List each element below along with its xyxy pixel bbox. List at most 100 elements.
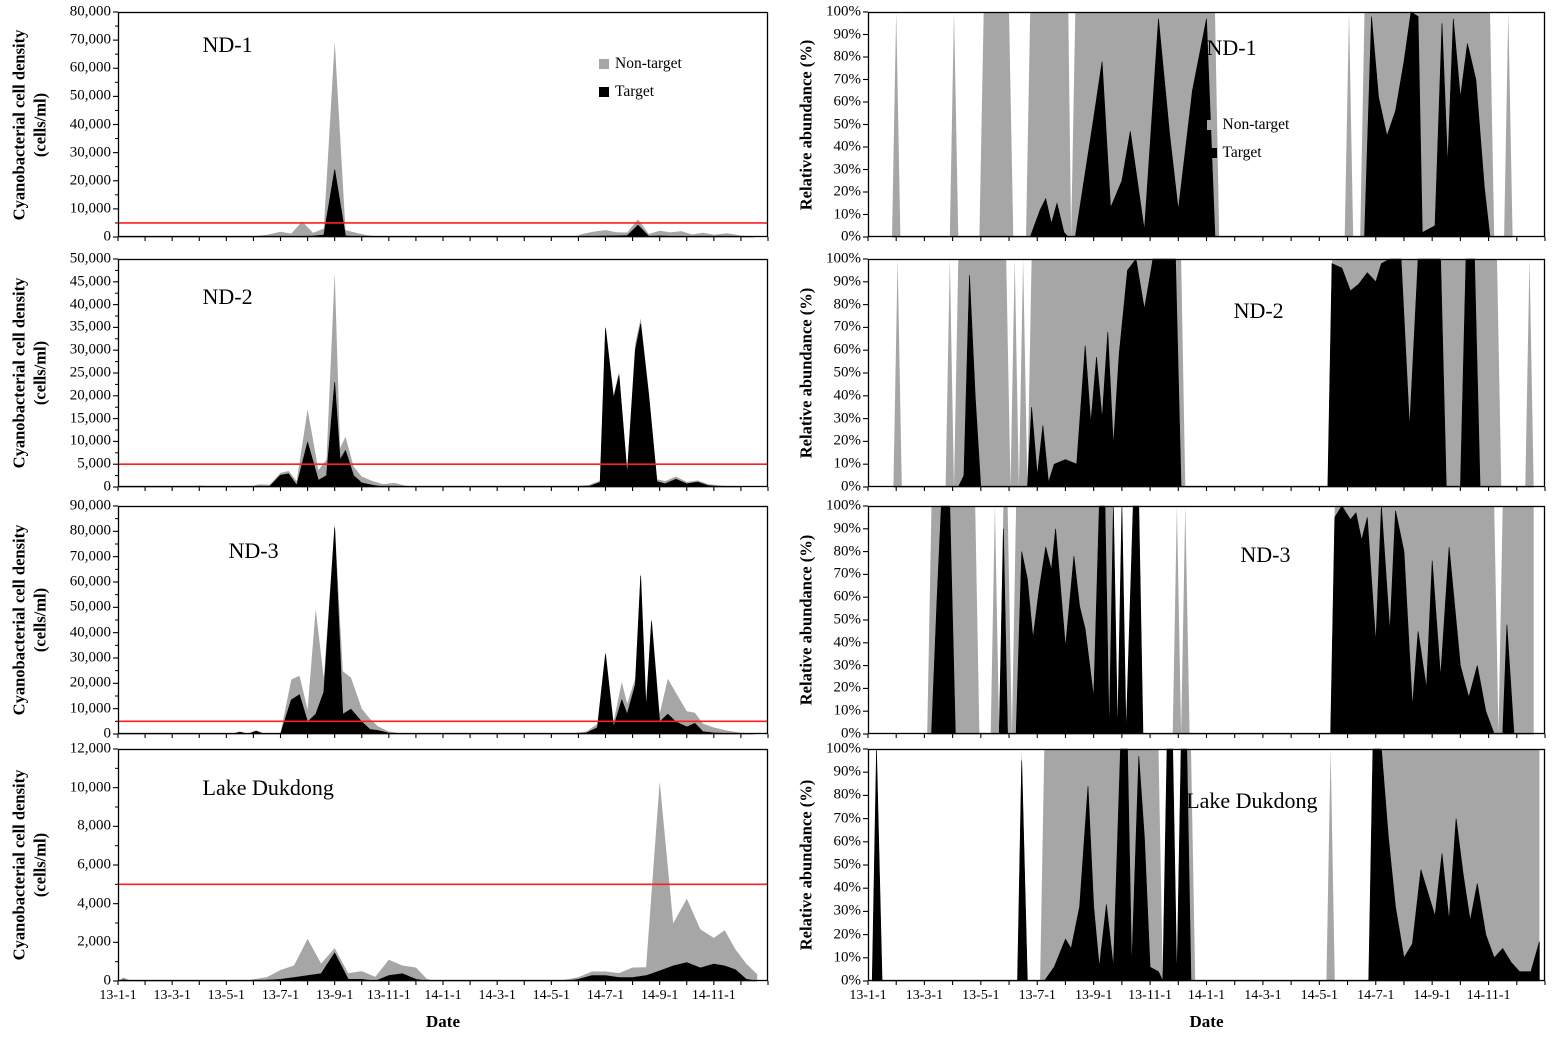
y-tick-label: 30,000 (69, 144, 111, 161)
y-tick-label: 10% (833, 949, 862, 966)
y-tick-label: 20% (833, 679, 862, 696)
x-tick-label: 13-9-1 (315, 988, 354, 1003)
y-tick-label: 20% (833, 183, 862, 200)
y-tick-label: 35,000 (69, 318, 111, 335)
x-tick-label: 13-11-1 (366, 988, 411, 1003)
chart-title: ND-2 (1233, 297, 1284, 323)
y-tick-label: 30% (833, 657, 862, 674)
legend-item-target: Target (599, 83, 682, 101)
y-tick-label: 70,000 (69, 31, 111, 48)
y-axis-label-line1: Cyanobacterial cell density (9, 277, 29, 469)
y-tick-label: 30% (833, 161, 862, 177)
y-tick-label: 0% (841, 725, 861, 742)
y-tick-label: 90% (833, 26, 862, 42)
y-axis-label: Relative abundance (%) (797, 506, 818, 734)
y-tick-label: 60% (833, 93, 862, 110)
y-tick-label: 60% (833, 588, 862, 605)
y-tick-label: 80,000 (69, 3, 111, 20)
y-tick-label: 50% (833, 116, 862, 132)
target-area (118, 169, 755, 238)
y-axis-label: Cyanobacterial cell density (cells/ml) (9, 259, 50, 487)
y-tick-label: 50% (833, 364, 862, 381)
target-area (118, 527, 755, 735)
y-tick-label: 8,000 (77, 817, 111, 834)
chart-nd3-density: 90,000 80,000 70,000 60,000 50,000 40,000 30,0… (9, 498, 769, 742)
y-axis-label: Relative abundance (%) (797, 259, 818, 487)
y-tick-label: 0 (103, 725, 112, 742)
plot-area-nd2-density (113, 258, 769, 491)
x-tick-label: 14-3-1 (1244, 988, 1282, 1003)
y-axis-label-line2: (cells/ml) (30, 832, 49, 898)
y-tick-label: 45,000 (69, 273, 111, 290)
legend-label: Non-target (615, 54, 682, 72)
x-axis-title: Date (426, 1012, 460, 1031)
x-tick-label: 13-1-1 (99, 988, 137, 1003)
y-tick-label: 25,000 (69, 364, 111, 381)
x-tick-label: 13-11-1 (1128, 988, 1172, 1003)
y-axis-label-line1: Cyanobacterial cell density (9, 524, 29, 716)
y-tick-label: 0 (103, 228, 112, 245)
chart-title: ND-3 (1240, 542, 1291, 568)
plot-area-nd2-abundance (863, 258, 1546, 491)
target-swatch (1206, 147, 1217, 158)
x-tick-label: 14-1-1 (424, 988, 462, 1003)
nontarget-area (118, 523, 755, 734)
x-tick-label: 14-5-1 (1300, 988, 1338, 1003)
chart-nd2-abundance: 100% 90% 80% 70% 60% 50% 40% 30% 20% 10% 0% Relativ… (797, 251, 1546, 495)
x-tick-label: 13-7-1 (261, 988, 300, 1003)
y-axis-label-line1: Relative abundance (%) (796, 39, 816, 210)
y-tick-label: 90% (833, 273, 862, 290)
plot-area-nd1-abundance (863, 11, 1546, 241)
plot-border (867, 505, 1546, 735)
y-tick-label: 10,000 (69, 432, 111, 449)
x-tick-label: 13-1-1 (849, 988, 887, 1003)
y-tick-label: 40% (833, 879, 862, 896)
legend: Non-target Target (1206, 116, 1290, 162)
y-axis-label: Relative abundance (%) (797, 749, 818, 981)
legend-item-target: Target (1206, 144, 1290, 162)
y-tick-label: 70% (833, 565, 862, 582)
y-tick-label: 100% (826, 250, 861, 267)
x-tick-label: 13-3-1 (153, 988, 191, 1003)
y-tick-label: 100% (826, 3, 861, 20)
chart-title: ND-1 (202, 32, 253, 58)
y-tick-label: 50,000 (69, 87, 111, 104)
x-tick-label: 14-7-1 (1357, 988, 1395, 1003)
y-axis-label: Cyanobacterial cell density (cells/ml) (9, 749, 50, 981)
x-tick-label: 14-7-1 (586, 988, 625, 1003)
y-tick-label: 50% (833, 856, 862, 873)
y-tick-label: 5,000 (77, 455, 111, 472)
y-tick-label: 6,000 (77, 856, 111, 873)
x-tick-label: 13-3-1 (905, 988, 944, 1003)
chart-nd3-abundance: 100% 90% 80% 70% 60% 50% 40% 30% 20% 10% 0% Relativ… (797, 498, 1546, 742)
chart-title: ND-1 (1206, 34, 1257, 60)
y-tick-label: 0 (103, 972, 112, 989)
y-tick-label: 10% (833, 206, 862, 222)
x-tick-label: 14-9-1 (1413, 988, 1451, 1003)
y-tick-label: 90,000 (69, 497, 111, 514)
y-tick-label: 50,000 (69, 250, 111, 267)
x-axis-title: Date (1189, 1012, 1224, 1031)
nontarget-area (118, 781, 758, 981)
y-tick-label: 30,000 (69, 341, 111, 358)
x-tick-label: 13-7-1 (1018, 988, 1056, 1003)
y-axis-label-line1: Relative abundance (%) (796, 779, 816, 951)
x-tick-label: 14-11-1 (691, 988, 736, 1003)
y-tick-label: 20% (833, 926, 862, 943)
target-swatch (599, 86, 609, 97)
y-tick-label: 20,000 (69, 387, 111, 404)
y-tick-label: 50% (833, 611, 862, 628)
chart-title: ND-3 (228, 537, 279, 563)
chart-nd1-abundance: 100% 90% 80% 70% 60% 50% 40% 30% 20% 10% 0% Relativ… (797, 4, 1546, 245)
y-tick-label: 10% (833, 455, 862, 472)
chart-title: Lake Dukdong (202, 774, 334, 800)
y-tick-label: 100% (826, 497, 861, 514)
y-tick-label: 40,000 (69, 296, 111, 313)
y-axis-label-line1: Relative abundance (%) (796, 287, 816, 459)
legend: Non-target Target (599, 55, 682, 101)
y-tick-label: 10,000 (69, 779, 111, 796)
plot-border (867, 258, 1546, 488)
y-tick-label: 80% (833, 48, 862, 65)
y-tick-label: 40% (833, 634, 862, 651)
chart-nd2-density: 50,000 45,000 40,000 35,000 30,000 25,000 20,0… (9, 251, 769, 495)
